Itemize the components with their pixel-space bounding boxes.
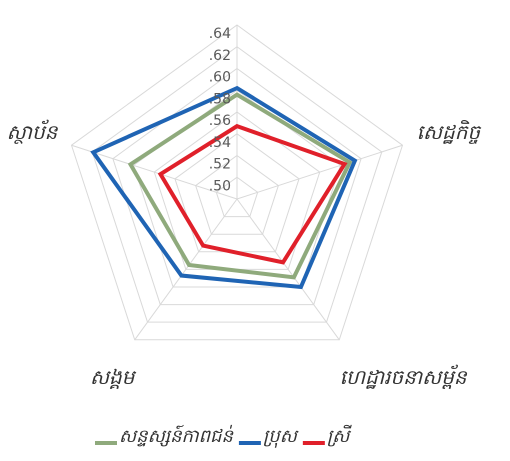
legend: សន្ទស្សន៍កាពជន់ ប្រុស ស្រី <box>95 424 352 448</box>
category-label: សង្គម <box>90 365 137 389</box>
legend-label: ស្រី <box>327 424 353 447</box>
legend-label: សន្ទស្សន៍កាពជន់ <box>119 424 234 447</box>
r-tick-label: .50 <box>209 178 231 194</box>
r-tick-label: .62 <box>209 48 231 64</box>
r-tick-label: .64 <box>209 26 231 42</box>
category-label: សេដ្ឋកិច្ច <box>417 119 483 144</box>
r-tick-label: .60 <box>209 70 231 86</box>
r-tick-label: .58 <box>209 91 231 107</box>
chart: .50 .52 .54 .56 .58 .60 .62 .64 សេដ្ឋកិច្ចហេដ្ឋា… <box>0 0 510 461</box>
category-label: ហេដ្ឋារចនាសម្ព័ន <box>340 364 468 389</box>
category-label: ស្ថាប័ន <box>7 119 59 144</box>
r-tick-label: .52 <box>209 157 231 173</box>
r-tick-label: .56 <box>209 113 231 129</box>
legend-label: ប្រុស <box>263 426 299 448</box>
r-tick-label: .54 <box>209 135 231 151</box>
